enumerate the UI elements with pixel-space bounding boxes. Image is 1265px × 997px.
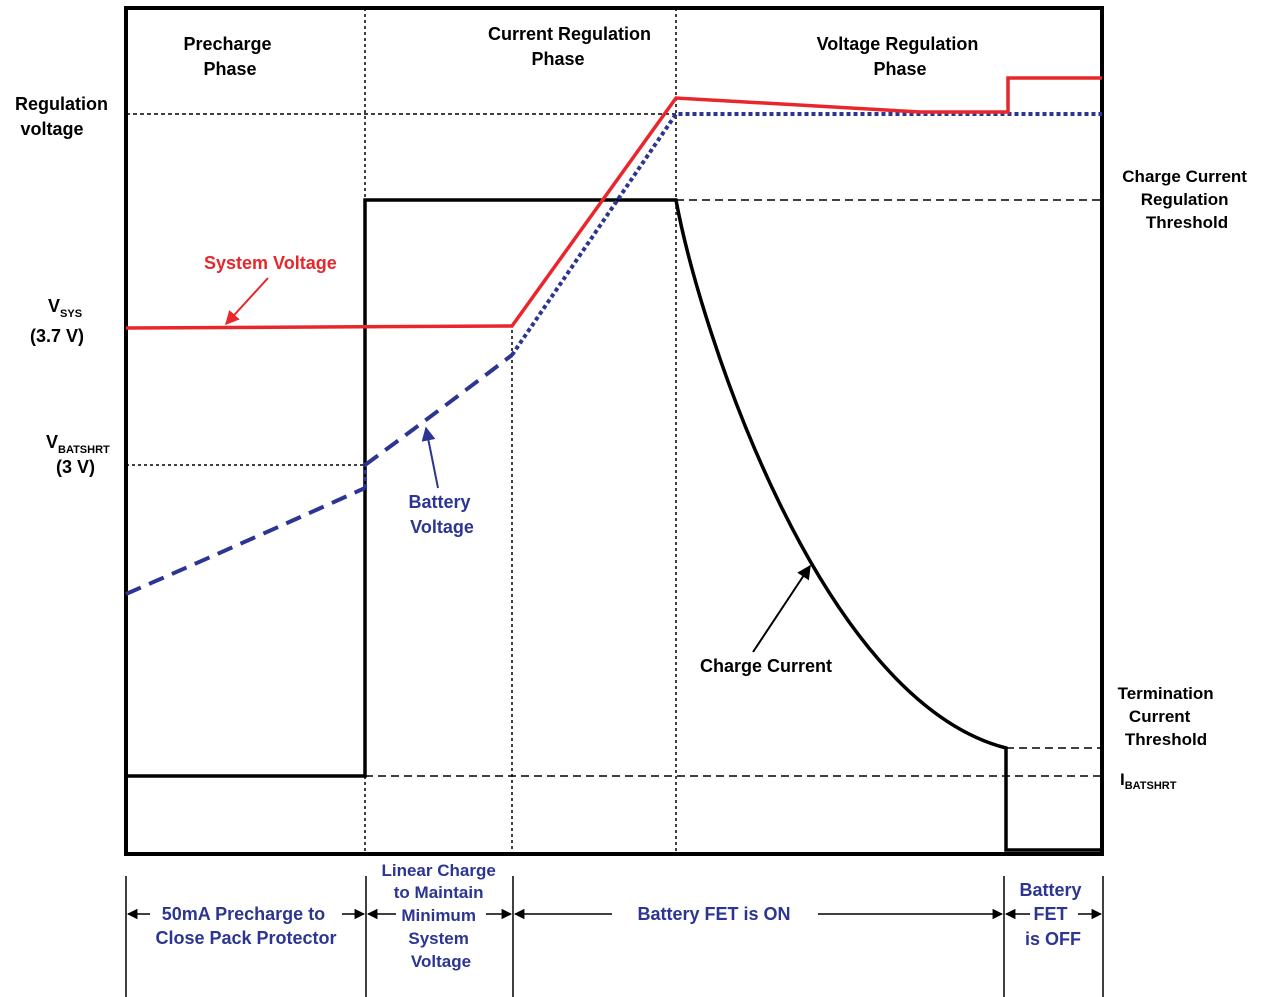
linear-charge-note: Linear Charge to Maintain Minimum System… (381, 861, 500, 971)
phase-title-precharge-line1: Precharge (183, 34, 271, 54)
precharge-note: 50mA Precharge to Close Pack Protector (155, 904, 336, 948)
battery-voltage-curve-linear (363, 353, 514, 467)
fet-off-note-line3: is OFF (1025, 929, 1081, 949)
precharge-note-line2: Close Pack Protector (155, 928, 336, 948)
vbatshrt-label-main: V (46, 432, 58, 452)
charge-current-threshold-label: Charge Current Regulation Threshold (1122, 167, 1251, 232)
regulation-voltage-label-line1: Regulation (15, 94, 108, 114)
vsys-value: (3.7 V) (30, 326, 84, 346)
ibatshrt-label-main: I (1120, 770, 1125, 789)
linear-charge-note-line4: System (408, 929, 468, 948)
phase-title-current-regulation: Current Regulation Phase (488, 24, 656, 69)
ibatshrt-label-sub: BATSHRT (1125, 780, 1177, 792)
charge-current-pointer (752, 564, 811, 653)
phase-title-precharge-line2: Phase (203, 59, 256, 79)
bottom-separators (125, 876, 1104, 997)
phase-title-voltage-regulation-line1: Voltage Regulation (817, 34, 979, 54)
battery-voltage-label: Battery Voltage (408, 492, 475, 537)
phase-title-voltage-regulation-line2: Phase (873, 59, 926, 79)
fet-off-note-line2: FET (1033, 904, 1067, 924)
battery-voltage-label-line2: Voltage (410, 517, 474, 537)
battery-voltage-curve-precharge (125, 486, 366, 596)
fet-on-note: Battery FET is ON (637, 904, 790, 924)
vbatshrt-value: (3 V) (56, 457, 95, 477)
system-voltage-label: System Voltage (204, 253, 337, 273)
plot-frame (124, 6, 1104, 856)
termination-threshold-label-line3: Threshold (1125, 730, 1207, 749)
vbatshrt-label-sub: BATSHRT (58, 444, 110, 456)
system-voltage-curve (125, 76, 1102, 330)
charge-current-curve (126, 198, 1102, 852)
vsys-label-main: V (48, 296, 60, 316)
phase-title-current-regulation-line2: Phase (531, 49, 584, 69)
charge-current-threshold-label-line1: Charge Current (1122, 167, 1247, 186)
linear-charge-note-line3: Minimum (401, 906, 476, 925)
vsys-label-sub: SYS (60, 308, 82, 320)
termination-threshold-label: Termination Current Threshold (1118, 684, 1219, 749)
termination-threshold-label-line2: Current (1129, 707, 1191, 726)
vbatshrt-label: VBATSHRT (46, 432, 110, 456)
linear-charge-note-line1: Linear Charge (381, 861, 495, 880)
linear-charge-note-line5: Voltage (411, 952, 471, 971)
vsys-label: VSYS (48, 296, 82, 320)
phase-title-precharge: Precharge Phase (183, 34, 276, 79)
fet-off-note: Battery FET is OFF (1019, 880, 1086, 949)
battery-voltage-curve-regulation (510, 112, 1102, 357)
fet-off-note-line1: Battery (1019, 880, 1081, 900)
phase-title-current-regulation-line1: Current Regulation (488, 24, 651, 44)
system-voltage-pointer (225, 277, 269, 326)
charge-current-threshold-label-line3: Threshold (1146, 213, 1228, 232)
battery-voltage-pointer (421, 426, 439, 489)
regulation-voltage-label-line2: voltage (20, 119, 83, 139)
ibatshrt-label: IBATSHRT (1120, 770, 1177, 792)
battery-voltage-label-line1: Battery (408, 492, 470, 512)
precharge-note-line1: 50mA Precharge to (162, 904, 325, 924)
regulation-voltage-label: Regulation voltage (15, 94, 113, 139)
charge-current-threshold-label-line2: Regulation (1141, 190, 1229, 209)
linear-charge-note-line2: to Maintain (394, 883, 484, 902)
termination-threshold-label-line1: Termination (1118, 684, 1214, 703)
charge-current-label: Charge Current (700, 656, 832, 676)
phase-title-voltage-regulation: Voltage Regulation Phase (817, 34, 984, 79)
